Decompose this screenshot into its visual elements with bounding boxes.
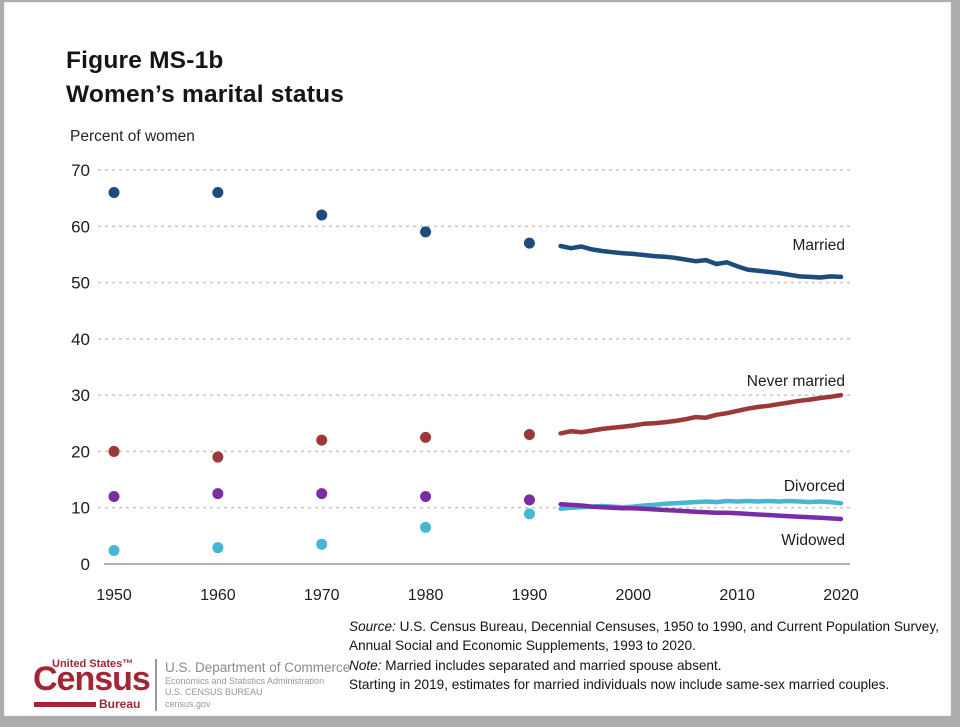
marital-status-chart: 0 10 20 30 40 50 60 70 1950 1960 1970 1980 1990 2000 2… [71,161,859,604]
x-tick-label-2010: 2010 [719,587,755,604]
note-label: Note: [349,657,382,673]
point-never-married-1960 [212,451,224,463]
point-never-married-1950 [108,445,120,457]
x-tick-label-2000: 2000 [616,587,652,604]
source-notes: Source: U.S. Census Bureau, Decennial Ce… [349,617,945,694]
figure-number: Figure MS-1b [66,47,224,74]
y-tick-label-60: 60 [71,217,90,236]
point-never-married-1980 [420,431,432,443]
census-gov-line: census.gov [165,698,211,709]
source-label: Source: [349,619,396,634]
dept-of-commerce: U.S. Department of Commerce [165,660,351,675]
figure-subtitle: Women’s marital status [66,80,345,108]
figure-title: Figure MS-1b Women’s marital status [66,44,344,111]
series-label-married: Married [792,237,845,254]
point-married-1980 [420,226,432,238]
wordmark-bar [34,702,96,707]
y-tick-label-30: 30 [71,386,90,405]
logo-divider [155,659,157,711]
y-axis-title: Percent of women [70,128,195,145]
y-tick-label-20: 20 [71,442,90,461]
note-line: Note: Married includes separated and mar… [349,656,945,675]
point-married-1950 [108,187,120,199]
point-divorced-1980 [420,521,432,533]
series-label-divorced: Divorced [784,478,845,495]
x-tick-label-1990: 1990 [512,587,548,604]
point-widowed-1950 [108,490,120,502]
source-line: Source: U.S. Census Bureau, Decennial Ce… [349,617,945,656]
point-widowed-1980 [420,490,432,502]
wordmark-census: Census [33,660,151,698]
y-tick-label-50: 50 [71,274,90,293]
slide: Figure MS-1b Women’s marital status Perc… [4,2,951,716]
census-bureau-logo: United States™ Census Bureau U.S. Depart… [33,657,350,715]
y-tick-label-0: 0 [81,555,90,574]
point-widowed-1970 [316,488,328,500]
point-divorced-1950 [108,544,120,556]
series-label-never-married: Never married [747,373,845,390]
note-line-2: Starting in 2019, estimates for married … [349,676,890,692]
x-tick-label-1960: 1960 [200,587,236,604]
x-tick-label-2020: 2020 [823,587,859,604]
wordmark-bureau: Bureau [99,697,141,711]
line-married [558,243,844,280]
wordmark-united-states: United States™ [52,658,134,670]
series-label-widowed: Widowed [781,532,845,549]
note-text: Married includes separated and married s… [385,657,722,673]
y-tick-label-70: 70 [71,161,90,180]
point-married-1990 [523,237,535,249]
x-tick-label-1970: 1970 [304,587,340,604]
census-wordmark: United States™ Census Bureau [33,657,151,713]
point-widowed-1960 [212,488,224,500]
point-divorced-1990 [523,508,535,520]
esa-line: Economics and Statistics Administration [165,675,325,686]
point-never-married-1990 [523,429,535,441]
line-never-married [558,392,844,436]
x-tick-label-1950: 1950 [96,587,132,604]
point-married-1970 [316,209,328,221]
source-text: U.S. Census Bureau, Decennial Censuses, … [349,619,939,654]
y-tick-label-40: 40 [71,330,90,349]
point-never-married-1970 [316,434,328,446]
x-tick-label-1980: 1980 [408,587,444,604]
point-married-1960 [212,187,224,199]
department-text-block: U.S. Department of Commerce Economics an… [165,657,350,711]
point-divorced-1970 [316,538,328,550]
point-divorced-1960 [212,542,224,554]
line-widowed [558,502,844,522]
y-tick-label-10: 10 [71,499,90,518]
point-widowed-1990 [523,494,535,506]
census-bureau-line: U.S. CENSUS BUREAU [165,687,263,698]
